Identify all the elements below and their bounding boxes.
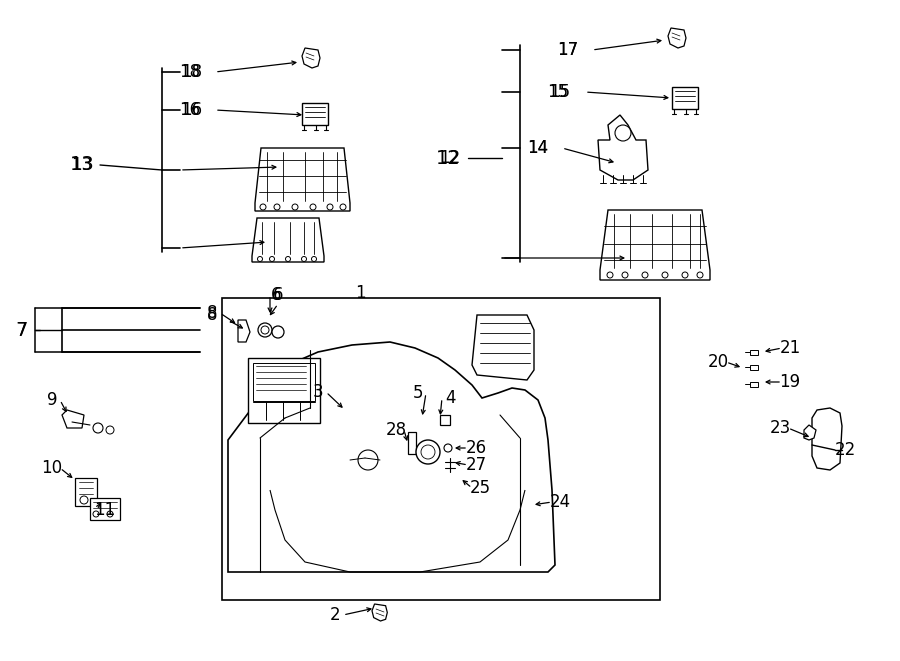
Polygon shape (302, 48, 320, 68)
Bar (672, 87, 698, 109)
Circle shape (274, 204, 280, 210)
Polygon shape (252, 218, 324, 262)
Text: 6: 6 (271, 286, 281, 304)
Text: 24: 24 (549, 493, 571, 511)
Bar (248, 358, 320, 423)
Text: 7: 7 (17, 321, 27, 339)
Text: 3: 3 (312, 383, 323, 401)
Text: 17: 17 (557, 41, 579, 59)
Polygon shape (812, 408, 842, 470)
Text: 12: 12 (436, 149, 461, 167)
Polygon shape (750, 350, 758, 355)
Bar (440, 415, 450, 425)
Text: 25: 25 (470, 479, 490, 497)
Text: 19: 19 (779, 373, 801, 391)
Circle shape (272, 326, 284, 338)
Bar (253, 363, 315, 401)
Text: 18: 18 (182, 63, 202, 81)
Circle shape (93, 423, 103, 433)
Circle shape (622, 272, 628, 278)
Text: 12: 12 (439, 149, 461, 167)
Circle shape (106, 426, 114, 434)
Circle shape (682, 272, 688, 278)
Text: 9: 9 (47, 391, 58, 409)
Text: 18: 18 (179, 63, 201, 81)
Circle shape (257, 256, 263, 262)
Text: 1: 1 (355, 284, 365, 302)
Text: 11: 11 (94, 501, 115, 519)
Circle shape (260, 204, 266, 210)
Circle shape (261, 326, 269, 334)
Polygon shape (598, 115, 648, 180)
Bar (408, 432, 416, 454)
Polygon shape (804, 425, 816, 440)
Bar (222, 298, 660, 600)
Text: 10: 10 (41, 459, 63, 477)
Circle shape (258, 323, 272, 337)
Circle shape (642, 272, 648, 278)
Polygon shape (372, 604, 387, 621)
Circle shape (302, 256, 307, 262)
Circle shape (292, 204, 298, 210)
Polygon shape (238, 320, 250, 342)
Text: 2: 2 (329, 606, 340, 624)
Bar (302, 103, 328, 125)
Circle shape (310, 204, 316, 210)
Circle shape (421, 445, 435, 459)
Text: 6: 6 (273, 286, 284, 304)
Circle shape (80, 496, 88, 504)
Text: 21: 21 (779, 339, 801, 357)
Circle shape (107, 511, 113, 517)
Circle shape (285, 256, 291, 262)
Circle shape (358, 450, 378, 470)
Circle shape (615, 125, 631, 141)
Text: 22: 22 (834, 441, 856, 459)
Circle shape (416, 440, 440, 464)
Text: 17: 17 (557, 41, 579, 59)
Text: 15: 15 (549, 83, 571, 101)
Circle shape (607, 272, 613, 278)
Text: 4: 4 (445, 389, 455, 407)
Circle shape (444, 444, 452, 452)
Polygon shape (472, 315, 534, 380)
Text: 27: 27 (465, 456, 487, 474)
Text: 13: 13 (69, 155, 94, 175)
Text: 28: 28 (385, 421, 407, 439)
Text: 15: 15 (547, 83, 569, 101)
Text: 26: 26 (465, 439, 487, 457)
Text: 13: 13 (71, 156, 93, 174)
Polygon shape (750, 382, 758, 387)
Polygon shape (62, 410, 84, 428)
Text: 14: 14 (527, 139, 549, 157)
Circle shape (340, 204, 346, 210)
Circle shape (327, 204, 333, 210)
Text: 5: 5 (413, 384, 423, 402)
Circle shape (697, 272, 703, 278)
Text: 8: 8 (207, 304, 217, 322)
Circle shape (662, 272, 668, 278)
Polygon shape (600, 210, 710, 280)
Circle shape (311, 256, 317, 262)
Text: 23: 23 (770, 419, 790, 437)
Text: 7: 7 (16, 321, 28, 340)
Bar (90, 498, 120, 520)
Text: 16: 16 (182, 101, 202, 119)
Polygon shape (668, 28, 686, 48)
Polygon shape (228, 342, 555, 572)
Circle shape (269, 256, 274, 262)
Text: 20: 20 (707, 353, 729, 371)
Polygon shape (255, 148, 350, 211)
Bar (75, 478, 97, 506)
Text: 8: 8 (207, 306, 217, 324)
Text: 14: 14 (527, 139, 549, 157)
Text: 16: 16 (179, 101, 201, 119)
Circle shape (93, 511, 99, 517)
Polygon shape (750, 365, 758, 370)
